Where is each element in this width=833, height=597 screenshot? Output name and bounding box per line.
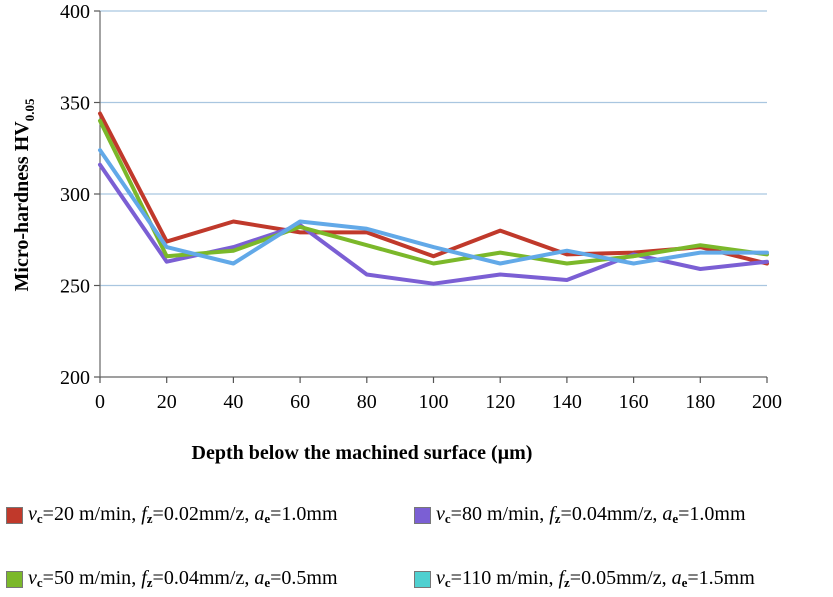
y-tick-label-400: 400 bbox=[60, 1, 90, 23]
legend-swatch-purple bbox=[414, 506, 431, 524]
x-tick-label-160: 160 bbox=[619, 391, 649, 413]
y-tick-label-200: 200 bbox=[60, 367, 90, 389]
legend-item-vc80: vc=80 m/min, fz=0.04mm/z, ae=1.0mm bbox=[414, 503, 746, 527]
x-tick-label-200: 200 bbox=[752, 391, 782, 413]
series-line-3 bbox=[98, 118, 769, 266]
series-line-1 bbox=[98, 111, 769, 266]
legend-swatch-green bbox=[6, 570, 23, 588]
x-tick-label-120: 120 bbox=[485, 391, 515, 413]
series-lines bbox=[98, 111, 769, 286]
x-tick-label-0: 0 bbox=[95, 391, 105, 413]
x-tick-label-40: 40 bbox=[223, 391, 243, 413]
legend-swatch-cyan bbox=[414, 570, 431, 588]
legend-item-vc50: vc=50 m/min, fz=0.04mm/z, ae=0.5mm bbox=[6, 567, 338, 591]
y-tick-label-300: 300 bbox=[60, 184, 90, 206]
x-tick-label-100: 100 bbox=[419, 391, 449, 413]
x-tick-label-180: 180 bbox=[685, 391, 715, 413]
y-tick-labels: 200 250 300 350 400 bbox=[60, 1, 90, 389]
legend-item-vc20: vc=20 m/min, fz=0.02mm/z, ae=1.0mm bbox=[6, 503, 338, 527]
legend-label-vc50: vc=50 m/min, fz=0.04mm/z, ae=0.5mm bbox=[28, 567, 338, 590]
legend-swatch-red bbox=[6, 506, 23, 524]
axes bbox=[94, 10, 768, 383]
legend-label-vc20: vc=20 m/min, fz=0.02mm/z, ae=1.0mm bbox=[28, 503, 338, 526]
y-tick-label-350: 350 bbox=[60, 93, 90, 115]
legend-item-vc110: vc=110 m/min, fz=0.05mm/z, ae=1.5mm bbox=[414, 567, 755, 591]
y-axis-title: Micro-hardness HV0.05 bbox=[11, 98, 37, 291]
x-tick-label-60: 60 bbox=[290, 391, 310, 413]
legend-label-vc80: vc=80 m/min, fz=0.04mm/z, ae=1.0mm bbox=[436, 503, 746, 526]
series-line-2 bbox=[98, 162, 769, 286]
x-tick-labels: 0 20 40 60 80 100 120 140 160 180 200 bbox=[95, 391, 782, 413]
y-tick-label-250: 250 bbox=[60, 276, 90, 298]
x-axis-title: Depth below the machined surface (µm) bbox=[192, 442, 533, 464]
gridlines bbox=[100, 10, 767, 287]
x-tick-label-80: 80 bbox=[357, 391, 377, 413]
series-line-4 bbox=[98, 148, 769, 266]
legend-label-vc110: vc=110 m/min, fz=0.05mm/z, ae=1.5mm bbox=[436, 567, 755, 590]
x-tick-label-140: 140 bbox=[552, 391, 582, 413]
x-tick-label-20: 20 bbox=[157, 391, 177, 413]
